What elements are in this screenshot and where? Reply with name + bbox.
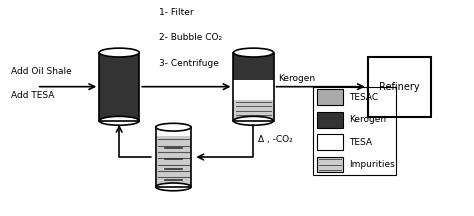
Text: Δ , -CO₂: Δ , -CO₂ — [258, 135, 293, 145]
Text: 2- Bubble CO₂: 2- Bubble CO₂ — [159, 33, 222, 42]
Text: Add TESA: Add TESA — [11, 91, 54, 100]
Text: Add Oil Shale: Add Oil Shale — [11, 67, 72, 76]
Bar — [317, 112, 343, 128]
Bar — [234, 100, 273, 121]
Bar — [234, 52, 273, 121]
Ellipse shape — [99, 48, 139, 57]
Bar — [368, 57, 431, 116]
Bar — [317, 134, 343, 150]
Bar — [156, 136, 191, 187]
Bar — [234, 80, 273, 100]
Bar — [156, 127, 191, 187]
Bar — [99, 52, 139, 121]
Text: 1- Filter: 1- Filter — [159, 8, 194, 17]
Text: TESAC: TESAC — [349, 93, 378, 102]
Ellipse shape — [99, 116, 139, 125]
Ellipse shape — [156, 123, 191, 131]
Bar — [234, 52, 273, 80]
Ellipse shape — [234, 48, 273, 57]
Text: Kerogen: Kerogen — [278, 74, 315, 83]
Text: 3- Centrifuge: 3- Centrifuge — [159, 59, 219, 68]
Text: Refinery: Refinery — [379, 82, 420, 92]
Ellipse shape — [234, 116, 273, 125]
Text: Impurities: Impurities — [349, 160, 394, 169]
Bar — [317, 157, 343, 173]
Bar — [99, 52, 139, 121]
Bar — [317, 89, 343, 105]
Bar — [313, 87, 396, 175]
Ellipse shape — [156, 183, 191, 191]
Text: TESA: TESA — [349, 138, 372, 147]
Text: Kerogen: Kerogen — [349, 115, 386, 124]
